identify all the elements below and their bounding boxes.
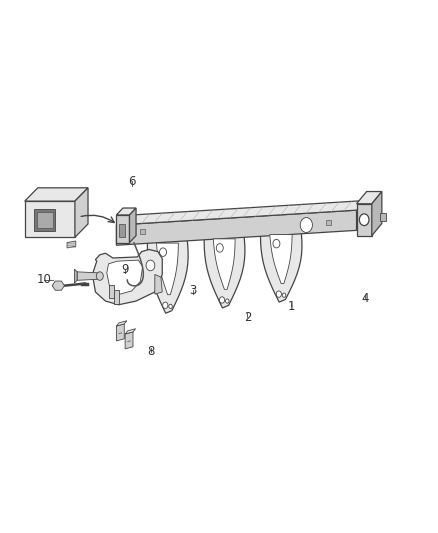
Polygon shape xyxy=(148,231,188,313)
Ellipse shape xyxy=(96,272,103,280)
Bar xyxy=(325,220,331,224)
Polygon shape xyxy=(117,215,130,243)
Circle shape xyxy=(283,293,286,297)
Polygon shape xyxy=(357,191,382,204)
Circle shape xyxy=(169,304,172,309)
Polygon shape xyxy=(117,321,127,326)
Polygon shape xyxy=(117,208,136,215)
Text: 6: 6 xyxy=(128,175,135,188)
Polygon shape xyxy=(114,290,120,304)
Circle shape xyxy=(162,302,168,309)
Polygon shape xyxy=(75,188,88,237)
Polygon shape xyxy=(34,208,55,231)
Polygon shape xyxy=(213,239,235,289)
Polygon shape xyxy=(107,260,143,294)
Text: 4: 4 xyxy=(361,292,369,305)
Circle shape xyxy=(276,291,282,297)
Text: 3: 3 xyxy=(189,284,197,297)
Polygon shape xyxy=(37,212,53,228)
Circle shape xyxy=(273,239,280,248)
Polygon shape xyxy=(92,249,162,305)
Polygon shape xyxy=(125,329,136,334)
Polygon shape xyxy=(117,200,364,225)
Polygon shape xyxy=(25,201,75,237)
Polygon shape xyxy=(119,224,125,237)
Polygon shape xyxy=(117,324,124,341)
Polygon shape xyxy=(270,235,292,284)
Polygon shape xyxy=(372,191,382,236)
Text: 1: 1 xyxy=(287,300,295,313)
Polygon shape xyxy=(109,285,114,298)
Circle shape xyxy=(216,244,223,252)
Polygon shape xyxy=(204,227,245,308)
Polygon shape xyxy=(156,243,178,295)
Text: 10: 10 xyxy=(37,273,52,286)
Text: 2: 2 xyxy=(244,311,251,324)
Polygon shape xyxy=(130,208,136,243)
Polygon shape xyxy=(261,222,302,302)
Polygon shape xyxy=(357,204,372,236)
Polygon shape xyxy=(25,188,88,201)
Polygon shape xyxy=(52,281,64,290)
Polygon shape xyxy=(77,272,98,280)
Polygon shape xyxy=(74,269,77,283)
Circle shape xyxy=(300,217,312,232)
Circle shape xyxy=(159,248,166,256)
Polygon shape xyxy=(125,332,133,349)
Circle shape xyxy=(146,260,155,271)
Text: 8: 8 xyxy=(148,345,155,358)
Bar xyxy=(140,229,145,234)
Text: 9: 9 xyxy=(121,263,129,276)
Polygon shape xyxy=(155,274,162,294)
Polygon shape xyxy=(380,213,386,221)
Circle shape xyxy=(226,299,229,303)
Circle shape xyxy=(359,214,369,225)
Circle shape xyxy=(219,297,225,303)
Polygon shape xyxy=(117,210,357,245)
Polygon shape xyxy=(67,241,76,248)
